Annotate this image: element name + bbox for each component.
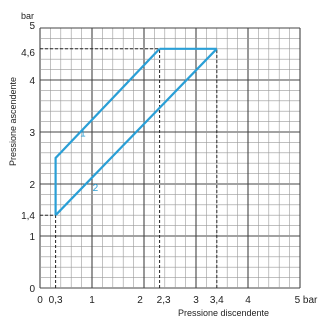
y-unit: bar — [21, 11, 34, 21]
y-tick-label: 0 — [29, 284, 35, 295]
y-tick-label: 4 — [29, 76, 35, 87]
x-tick-label: 5 bar — [295, 295, 318, 306]
x-tick-label: 2,3 — [157, 295, 171, 306]
y-tick-label: 1,4 — [21, 211, 35, 222]
reference-lines — [40, 48, 218, 288]
y-tick-label: 2 — [29, 180, 35, 191]
x-tick-label: 3 — [193, 295, 199, 306]
x-tick-label: 2 — [137, 295, 143, 306]
y-tick-label: 1 — [29, 232, 35, 243]
x-tick-label: 0,3 — [49, 295, 63, 306]
x-tick-label: 3,4 — [210, 295, 224, 306]
x-tick-label: 0 — [37, 295, 43, 306]
series-line-1 — [54, 48, 161, 216]
series-label-1: 1 — [80, 129, 86, 140]
y-tick-label: 4,6 — [21, 48, 35, 59]
x-tick-label: 1 — [89, 295, 95, 306]
series-line-2 — [54, 48, 218, 216]
curves: 12 — [54, 47, 218, 216]
y-tick-label: 3 — [29, 128, 35, 139]
x-tick-label: 4 — [245, 295, 251, 306]
y-axis-title: Pressione ascendente — [8, 77, 18, 166]
grid — [39, 27, 301, 289]
y-tick-label: 5 — [29, 21, 35, 32]
series-label-2: 2 — [93, 183, 99, 194]
x-axis-title: Pressione discendente — [178, 308, 269, 318]
